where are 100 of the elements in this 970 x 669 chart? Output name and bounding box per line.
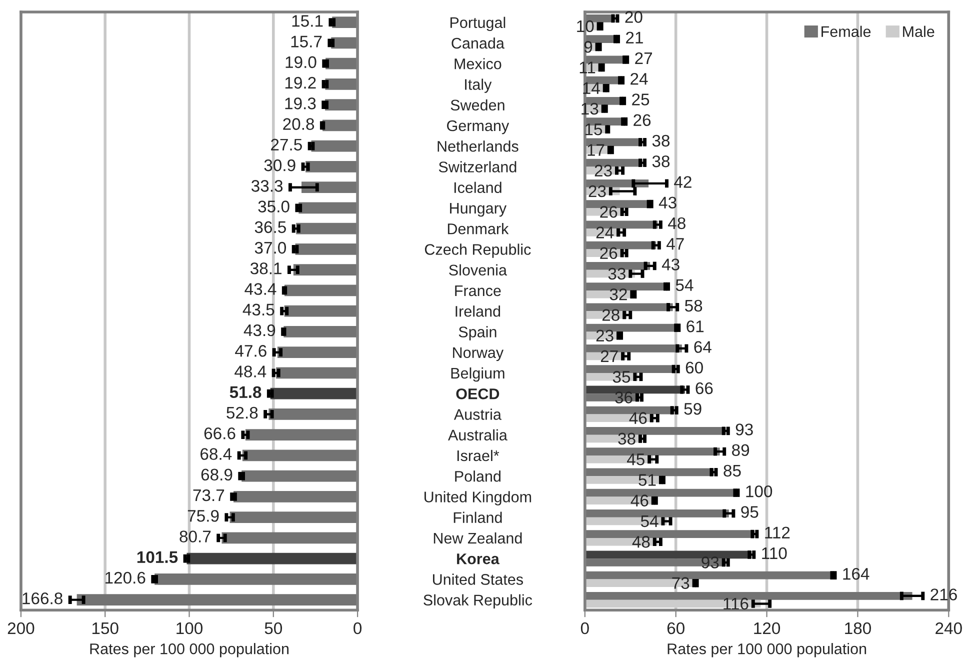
data-label: 17 bbox=[588, 144, 604, 156]
y-tick-label: Slovak Republic bbox=[424, 594, 532, 609]
data-label: 61 bbox=[686, 320, 704, 332]
bar bbox=[234, 491, 358, 502]
data-label: 38.1 bbox=[250, 262, 282, 274]
y-tick-label: New Zealand bbox=[434, 532, 522, 544]
bar bbox=[584, 509, 729, 518]
bar bbox=[270, 388, 358, 400]
data-label: 95 bbox=[741, 506, 758, 518]
bar bbox=[268, 408, 358, 420]
data-label: 32 bbox=[610, 288, 627, 300]
y-tick-label: Netherlands bbox=[438, 140, 518, 152]
y-tick-label: Australia bbox=[448, 429, 508, 441]
data-label: 51.8 bbox=[230, 386, 262, 398]
data-label: 13 bbox=[582, 102, 598, 115]
data-label: 64 bbox=[694, 341, 712, 353]
data-label: 112 bbox=[765, 526, 790, 538]
data-label: 23 bbox=[596, 330, 614, 342]
data-label: 43 bbox=[658, 196, 676, 209]
bar bbox=[242, 470, 358, 482]
data-label: 101.5 bbox=[137, 551, 178, 564]
bar bbox=[276, 367, 358, 379]
data-label: 19.0 bbox=[286, 56, 316, 68]
data-label: 33.3 bbox=[251, 180, 283, 192]
bar bbox=[277, 346, 358, 358]
y-tick-label: Hungary bbox=[450, 202, 507, 217]
data-label: 23 bbox=[594, 164, 612, 176]
y-tick-label: Denmark bbox=[448, 223, 509, 234]
data-label: 47 bbox=[666, 238, 684, 250]
data-label: 25 bbox=[632, 94, 650, 106]
data-label: 166.8 bbox=[22, 592, 62, 604]
data-label: 27 bbox=[635, 52, 652, 64]
y-tick-label: United States bbox=[433, 574, 523, 585]
y-tick-label: Norway bbox=[453, 347, 504, 362]
y-tick-label: Belgium bbox=[451, 367, 504, 382]
y-tick-label: Switzerland bbox=[438, 161, 516, 172]
data-label: 43.9 bbox=[244, 324, 276, 336]
y-tick-label: Canada bbox=[452, 37, 504, 49]
data-label: 46 bbox=[629, 412, 647, 424]
data-label: 52.8 bbox=[226, 406, 258, 419]
bar bbox=[298, 202, 358, 214]
y-tick-label: OECD bbox=[456, 388, 500, 400]
x-tick-label: 0 bbox=[580, 622, 589, 634]
data-label: 19.2 bbox=[285, 76, 316, 89]
data-label: 38 bbox=[618, 432, 636, 445]
y-tick-label: Israel* bbox=[457, 450, 500, 462]
data-label: 68.9 bbox=[201, 468, 232, 481]
data-label: 48.4 bbox=[234, 366, 266, 378]
data-label: 24 bbox=[630, 72, 648, 85]
bar bbox=[284, 326, 358, 338]
data-label: 80.7 bbox=[180, 530, 211, 542]
y-tick-label: Slovenia bbox=[449, 264, 507, 276]
data-label: 46 bbox=[630, 494, 648, 506]
data-label: 9 bbox=[584, 40, 592, 53]
data-label: 54 bbox=[640, 515, 658, 528]
data-label: 116 bbox=[724, 598, 748, 610]
data-label: 47.6 bbox=[235, 345, 266, 357]
bar bbox=[295, 244, 358, 255]
y-tick-label: Czech Republic bbox=[424, 244, 531, 258]
data-label: 43.5 bbox=[242, 304, 274, 316]
x-tick-label: 0 bbox=[354, 622, 362, 634]
data-label: 26 bbox=[634, 114, 651, 126]
x-tick-label: 150 bbox=[92, 622, 118, 634]
x-tick-label: 120 bbox=[754, 622, 780, 634]
data-label: 20 bbox=[625, 11, 642, 23]
bar bbox=[302, 182, 358, 194]
data-label: 110 bbox=[762, 547, 787, 560]
data-label: 58 bbox=[684, 300, 702, 312]
data-label: 27 bbox=[600, 350, 618, 362]
bar bbox=[76, 594, 358, 606]
data-label: 85 bbox=[724, 464, 741, 477]
bar bbox=[284, 284, 358, 296]
data-label: 36.5 bbox=[254, 221, 286, 234]
bar bbox=[296, 222, 358, 234]
data-label: 24 bbox=[596, 226, 614, 238]
legend-label: Female bbox=[822, 26, 871, 38]
data-label: 19.3 bbox=[285, 98, 316, 110]
data-label: 51 bbox=[638, 474, 656, 486]
data-label: 20.8 bbox=[283, 118, 314, 130]
data-label: 11 bbox=[580, 62, 596, 74]
bar bbox=[245, 429, 358, 440]
data-label: 48 bbox=[632, 536, 650, 548]
data-label: 120.6 bbox=[106, 572, 146, 584]
y-tick-label: Sweden bbox=[450, 99, 504, 111]
data-label: 164 bbox=[843, 568, 870, 580]
y-tick-label: Spain bbox=[458, 326, 496, 340]
data-label: 27.5 bbox=[271, 138, 302, 151]
data-label: 35 bbox=[612, 370, 630, 383]
data-label: 66 bbox=[696, 382, 713, 394]
x-tick-label: 60 bbox=[667, 622, 684, 634]
data-label: 73.7 bbox=[193, 489, 224, 502]
y-tick-label: Iceland bbox=[454, 182, 502, 194]
data-label: 21 bbox=[626, 32, 643, 44]
y-tick-label: France bbox=[455, 285, 501, 296]
data-label: 54 bbox=[676, 279, 694, 292]
data-label: 43 bbox=[662, 258, 680, 270]
bar bbox=[325, 99, 358, 111]
data-label: 15 bbox=[585, 124, 602, 136]
data-label: 30.9 bbox=[264, 159, 296, 172]
bar bbox=[584, 448, 720, 456]
